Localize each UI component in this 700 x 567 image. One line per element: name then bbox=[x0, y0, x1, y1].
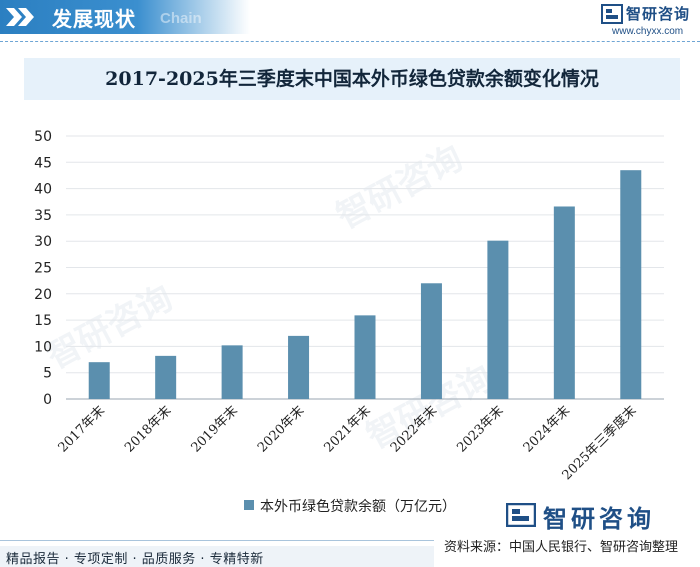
section-tab: 发展现状 Chain bbox=[0, 0, 250, 34]
bar bbox=[155, 355, 177, 399]
brand-logo-icon bbox=[601, 4, 623, 24]
x-tick-label: 2019年末 bbox=[189, 403, 241, 455]
bar bbox=[288, 335, 310, 399]
y-tick-label: 40 bbox=[34, 182, 52, 198]
footer-logo-icon bbox=[506, 503, 536, 527]
bar bbox=[221, 345, 243, 399]
brand-name: 智研咨询 bbox=[626, 5, 691, 23]
source-note: 资料来源：中国人民银行、智研咨询整理 bbox=[444, 540, 679, 555]
bar bbox=[620, 170, 642, 399]
y-tick-label: 45 bbox=[34, 155, 52, 171]
footer-tagline: 精品报告 · 专项定制 · 品质服务 · 专精特新 bbox=[6, 552, 264, 567]
legend-label: 本外币绿色贷款余额（万亿元） bbox=[260, 499, 456, 515]
x-tick-label: 2024年末 bbox=[521, 403, 573, 455]
header-band: 发展现状 Chain 智研咨询 www.chyxx.com bbox=[0, 0, 700, 40]
x-tick-label: 2021年末 bbox=[321, 403, 373, 455]
bar bbox=[420, 283, 442, 399]
y-tick-label: 15 bbox=[34, 313, 52, 329]
brand-url: www.chyxx.com bbox=[612, 26, 684, 37]
y-tick-label: 5 bbox=[43, 366, 52, 382]
section-subtitle: Chain bbox=[160, 10, 202, 27]
x-tick-label: 2023年末 bbox=[454, 403, 506, 455]
y-tick-label: 20 bbox=[34, 287, 52, 303]
chart-title-box: 2017-2025年三季度末中国本外币绿色贷款余额变化情况 bbox=[24, 58, 680, 100]
x-tick-label: 2017年末 bbox=[56, 403, 108, 455]
footer-divider bbox=[0, 540, 434, 541]
section-title: 发展现状 bbox=[52, 7, 136, 31]
bar bbox=[354, 315, 376, 399]
x-tick-label: 2018年末 bbox=[122, 403, 174, 455]
header-divider bbox=[0, 41, 700, 42]
chart-title: 2017-2025年三季度末中国本外币绿色贷款余额变化情况 bbox=[105, 68, 599, 90]
footer-bar: 精品报告 · 专项定制 · 品质服务 · 专精特新 bbox=[0, 546, 434, 567]
y-tick-label: 50 bbox=[34, 129, 52, 145]
bar bbox=[553, 206, 575, 399]
legend-swatch bbox=[244, 500, 254, 510]
y-tick-label: 0 bbox=[43, 392, 52, 408]
y-tick-label: 35 bbox=[34, 208, 52, 224]
x-tick-label: 2022年末 bbox=[388, 403, 440, 455]
y-tick-label: 30 bbox=[34, 234, 52, 250]
x-tick-label: 2020年末 bbox=[255, 403, 307, 455]
double-chevron-icon bbox=[6, 8, 34, 26]
bar bbox=[487, 240, 509, 399]
bar bbox=[88, 362, 110, 399]
y-tick-label: 10 bbox=[34, 339, 52, 355]
footer-brand: 智研咨询 bbox=[543, 505, 655, 533]
y-tick-label: 25 bbox=[34, 261, 52, 277]
